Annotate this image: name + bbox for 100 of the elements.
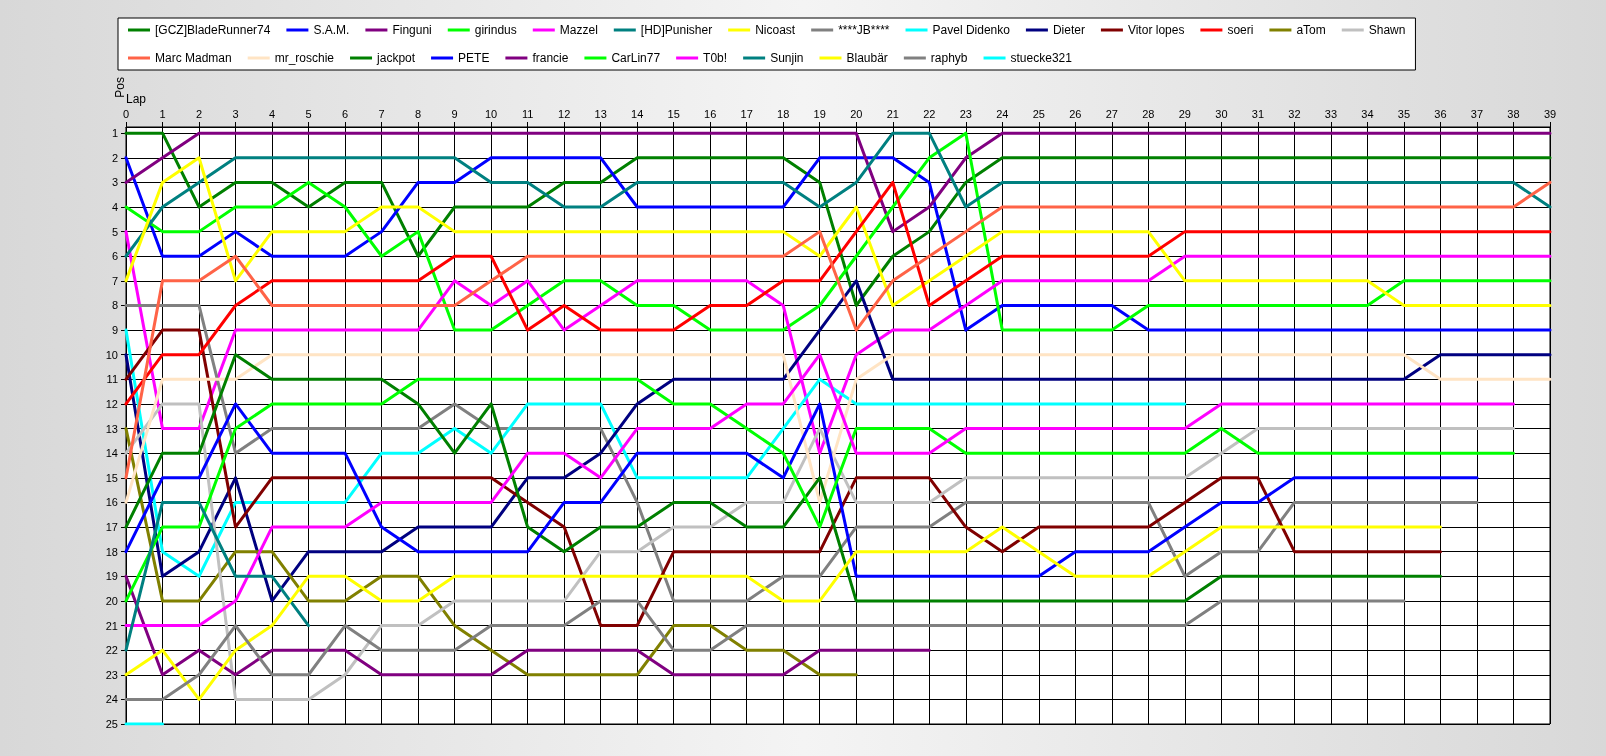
y-tick-label: 21	[105, 619, 118, 632]
legend-label: [GCZ]BladeRunner74	[155, 23, 271, 37]
legend-label: CarLin77	[611, 51, 661, 65]
x-tick-label: 7	[378, 107, 385, 120]
legend-label: PETE	[458, 51, 490, 65]
legend-label: soeri	[1227, 23, 1254, 37]
x-tick-label: 18	[777, 107, 790, 120]
line-series	[124, 599, 1406, 701]
x-tick-label: 36	[1434, 107, 1447, 120]
legend-label: Pavel Didenko	[932, 23, 1011, 37]
x-tick-label: 30	[1215, 107, 1228, 120]
legend-label: ****JB****	[838, 23, 890, 37]
legend-label: stuecke321	[1010, 51, 1073, 65]
x-tick-label: 39	[1543, 107, 1557, 120]
x-tick-label: 32	[1288, 107, 1301, 120]
legend-label: Nicoast	[755, 23, 796, 37]
legend-label: francie	[532, 51, 569, 65]
legend-label: raphyb	[930, 51, 968, 65]
legend-label: mr_roschie	[274, 51, 335, 65]
x-tick-label: 33	[1324, 107, 1338, 120]
line-series	[124, 180, 1552, 480]
legend-label: Dieter	[1052, 23, 1085, 37]
x-axis-title: Lap	[126, 92, 147, 106]
x-tick-label: 26	[1069, 107, 1082, 120]
x-tick-label: 38	[1507, 107, 1520, 120]
line-series	[124, 500, 311, 652]
x-tick-label: 12	[558, 107, 571, 120]
y-tick-label: 4	[111, 201, 118, 214]
x-tick-label: 13	[594, 107, 607, 120]
y-tick-label: 12	[105, 397, 118, 410]
y-tick-label: 5	[111, 225, 118, 238]
x-tick-label: 8	[415, 107, 422, 120]
y-axis-title: Pos	[113, 77, 127, 98]
x-tick-label: 27	[1105, 107, 1118, 120]
line-series	[124, 525, 1442, 701]
y-tick-label: 1	[111, 127, 118, 140]
y-tick-label: 18	[105, 545, 118, 558]
y-tick-label: 7	[111, 274, 118, 287]
legend-label: Finguni	[392, 23, 432, 37]
x-tick-label: 2	[195, 107, 203, 120]
line-series	[124, 131, 1552, 258]
legend-label: Sunjin	[770, 51, 804, 65]
line-series	[124, 328, 1187, 578]
y-tick-label: 11	[106, 373, 118, 386]
line-series	[124, 131, 1552, 234]
x-tick-label: 35	[1397, 107, 1411, 120]
x-tick-label: 1	[159, 107, 166, 120]
legend-label: [HD]Punisher	[640, 23, 713, 37]
legend-label: girindus	[474, 23, 517, 37]
x-tick-label: 20	[850, 107, 863, 120]
y-tick-label: 6	[111, 250, 118, 263]
x-tick-label: 11	[521, 107, 534, 120]
x-tick-label: 0	[122, 107, 130, 120]
line-series	[124, 402, 1515, 701]
line-series	[124, 427, 858, 677]
x-tick-label: 9	[451, 107, 458, 120]
y-tick-label: 22	[105, 644, 118, 657]
legend-label: jackpot	[376, 51, 416, 65]
y-tick-label: 20	[105, 594, 118, 607]
x-tick-label: 19	[813, 107, 826, 120]
y-tick-label: 24	[105, 693, 118, 706]
y-tick-label: 2	[111, 151, 118, 164]
x-tick-label: 31	[1251, 107, 1265, 120]
legend-label: Shawn	[1368, 23, 1406, 37]
x-tick-label: 15	[667, 107, 680, 120]
legend-label: aTom	[1296, 23, 1326, 37]
legend-label: T0b!	[703, 51, 728, 65]
x-tick-label: 5	[305, 107, 312, 120]
x-tick-label: 22	[923, 107, 936, 120]
x-tick-label: 4	[268, 107, 276, 120]
x-tick-label: 14	[631, 107, 644, 120]
y-tick-label: 8	[111, 299, 118, 312]
y-tick-label: 23	[105, 668, 118, 681]
y-tick-label: 16	[105, 496, 118, 509]
x-tick-label: 3	[232, 107, 239, 120]
line-series	[124, 402, 1479, 578]
x-tick-label: 37	[1470, 107, 1484, 120]
legend-label: S.A.M.	[313, 23, 350, 37]
x-tick-label: 25	[1032, 107, 1045, 120]
y-tick-label: 25	[105, 718, 118, 730]
legend-label: Blaubär	[846, 51, 888, 65]
y-tick-label: 10	[105, 348, 118, 361]
legend-label: Vitor lopes	[1127, 23, 1185, 37]
x-tick-label: 24	[996, 107, 1009, 120]
y-tick-label: 15	[105, 471, 118, 484]
y-tick-label: 13	[105, 422, 118, 435]
line-series	[124, 180, 1552, 406]
x-tick-label: 29	[1178, 107, 1191, 120]
y-tick-label: 14	[105, 447, 118, 460]
y-tick-label: 3	[111, 176, 118, 189]
x-tick-label: 10	[485, 107, 498, 120]
x-tick-label: 23	[959, 107, 972, 120]
legend-label: Marc Madman	[155, 51, 232, 65]
y-tick-label: 19	[105, 570, 118, 583]
legend-label: Mazzel	[559, 23, 598, 37]
x-tick-label: 6	[342, 107, 349, 120]
x-tick-label: 34	[1361, 107, 1374, 120]
y-tick-label: 17	[105, 521, 118, 534]
y-tick-label: 9	[111, 324, 118, 337]
x-tick-label: 28	[1142, 107, 1155, 120]
